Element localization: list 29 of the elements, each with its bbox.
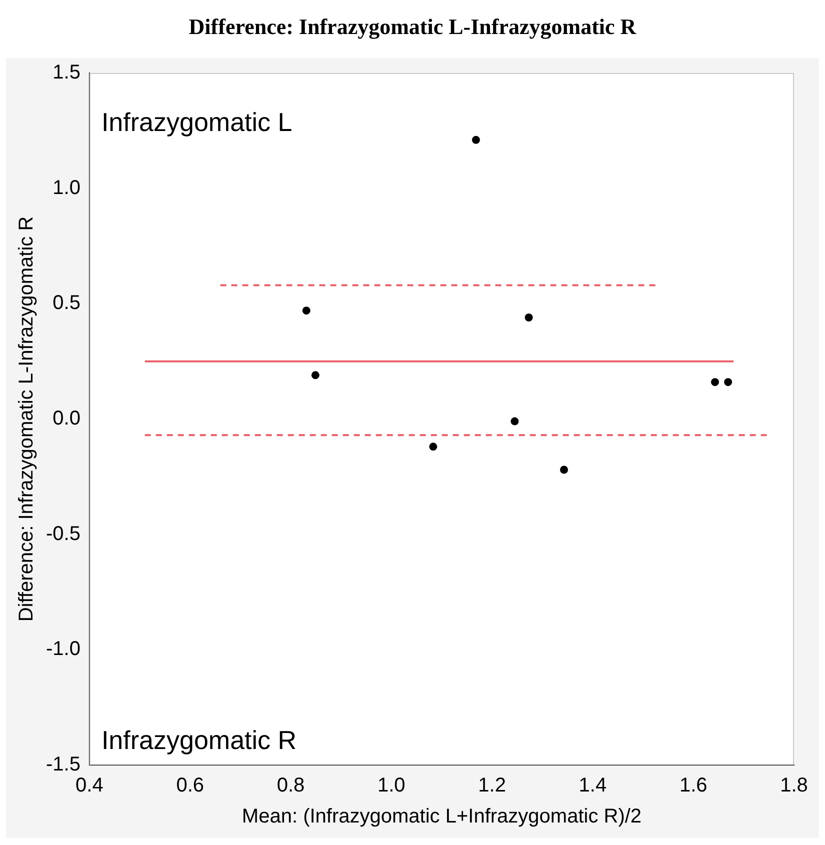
- y-tick-label: 1.5: [52, 62, 80, 84]
- y-tick-label: 0.5: [52, 292, 80, 314]
- annotation: Infrazygomatic R: [101, 725, 297, 756]
- x-tick-label: 1.6: [679, 774, 708, 797]
- point: [724, 378, 732, 386]
- point: [429, 442, 438, 451]
- x-axis-title: Mean: (Infrazygomatic L+Infrazygomatic R)/2: [242, 806, 642, 828]
- point: [311, 371, 320, 380]
- y-tick-label: 1.0: [52, 176, 80, 199]
- point: [302, 306, 310, 315]
- point: [710, 378, 719, 386]
- x-tick-label: 1.8: [780, 774, 808, 797]
- point: [560, 466, 568, 474]
- chart-title: Difference: Infrazygomatic L-Infrazygomatic R: [188, 14, 638, 41]
- y-tick-label: 0.0: [52, 408, 80, 430]
- point: [524, 314, 533, 322]
- x-tick-label: 0.6: [176, 774, 204, 797]
- y-axis-title: Difference: Infrazygomatic L-Infrazygomatic R: [16, 216, 38, 622]
- x-tick-label: 0.4: [76, 774, 104, 797]
- x-tick-label: 1.0: [378, 774, 406, 797]
- x-tick-label: 1.2: [478, 774, 506, 797]
- annotation: Infrazygomatic L: [101, 107, 292, 138]
- x-tick-label: 0.8: [276, 774, 305, 797]
- y-tick-label: -1.5: [46, 754, 80, 776]
- y-tick-label: -0.5: [46, 522, 80, 545]
- point: [472, 136, 480, 144]
- x-tick-label: 1.4: [578, 774, 607, 797]
- y-tick-label: -1.0: [46, 638, 80, 660]
- point: [510, 417, 519, 426]
